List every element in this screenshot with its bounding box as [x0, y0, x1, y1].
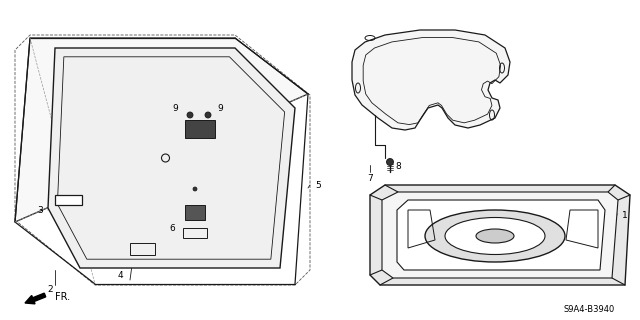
Circle shape: [387, 158, 394, 165]
Polygon shape: [370, 185, 630, 285]
FancyArrow shape: [25, 293, 45, 304]
Ellipse shape: [445, 218, 545, 254]
Ellipse shape: [425, 210, 565, 262]
Text: 5: 5: [315, 180, 321, 189]
Ellipse shape: [476, 229, 514, 243]
Text: 8: 8: [395, 162, 401, 171]
Polygon shape: [382, 192, 618, 278]
Text: 4: 4: [117, 270, 123, 279]
Circle shape: [193, 187, 197, 191]
Text: 9: 9: [217, 103, 223, 113]
Text: 6: 6: [169, 223, 175, 233]
Polygon shape: [185, 120, 215, 138]
Text: S9A4-B3940: S9A4-B3940: [564, 306, 615, 315]
Polygon shape: [55, 195, 82, 205]
Circle shape: [187, 112, 193, 118]
Polygon shape: [48, 48, 295, 268]
Text: 1: 1: [622, 211, 628, 220]
Polygon shape: [15, 38, 308, 222]
Polygon shape: [185, 205, 205, 220]
Text: FR.: FR.: [55, 292, 70, 302]
Polygon shape: [397, 200, 605, 270]
Text: 3: 3: [37, 205, 43, 214]
Text: 7: 7: [367, 173, 373, 182]
Polygon shape: [352, 30, 510, 130]
Text: 9: 9: [172, 103, 178, 113]
Circle shape: [205, 112, 211, 118]
Text: 2: 2: [47, 285, 53, 294]
